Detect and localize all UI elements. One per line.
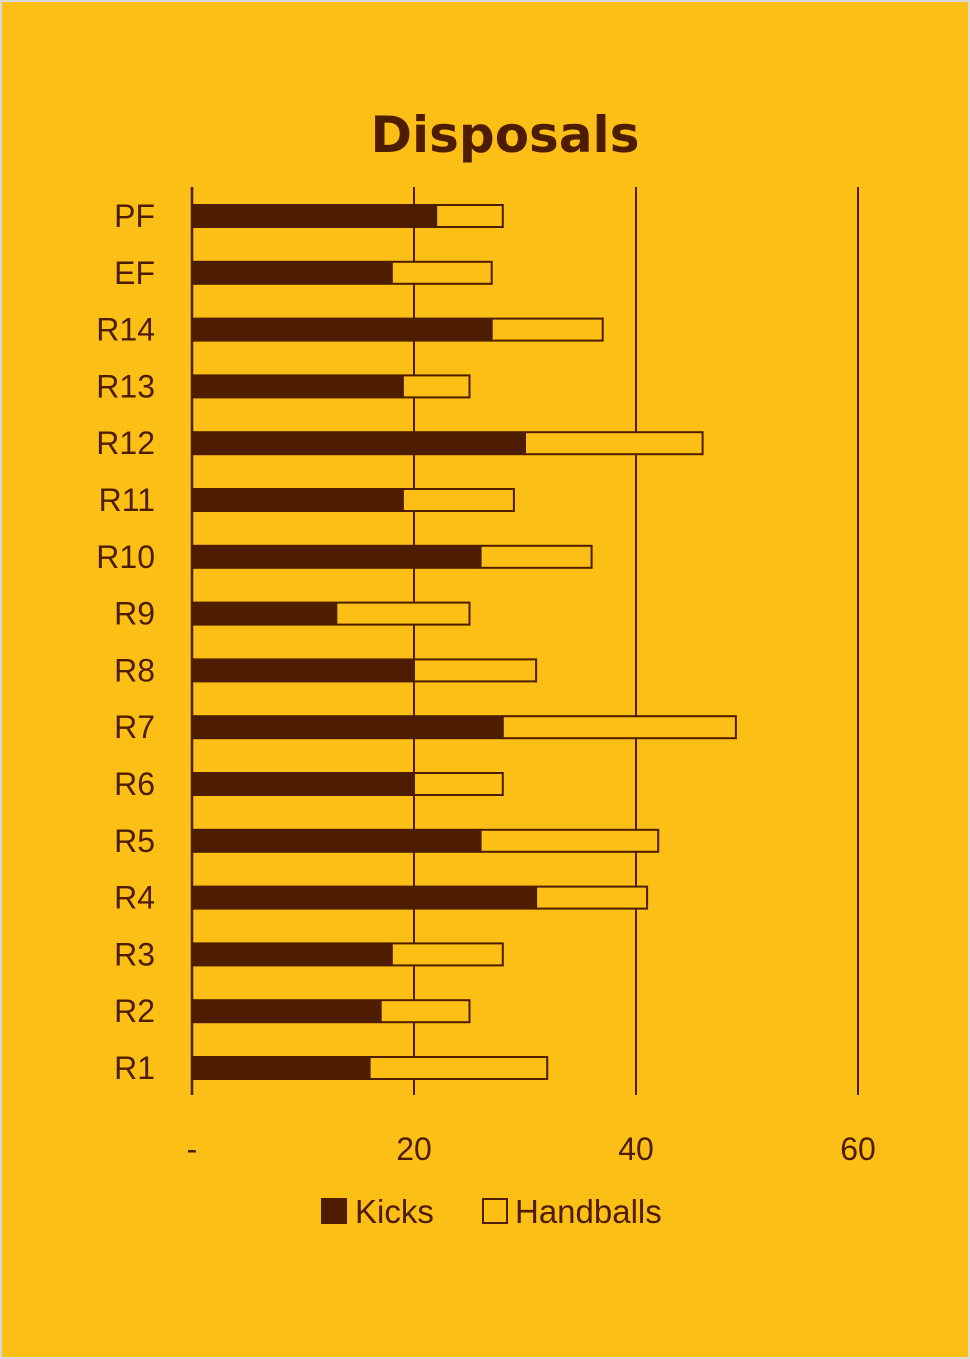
bar-handballs: [390, 260, 493, 285]
category-label: R2: [114, 993, 155, 1029]
category-label: R9: [114, 596, 155, 632]
bar-kicks: [192, 772, 414, 796]
bar-handballs: [524, 431, 704, 456]
x-tick-labels: - 20 40 60: [187, 1131, 876, 1167]
category-label: R1: [114, 1050, 155, 1086]
bar-handballs: [379, 999, 471, 1024]
bar-handballs: [479, 828, 660, 853]
bar-kicks: [192, 431, 525, 456]
bar-handballs: [501, 715, 737, 740]
bar-kicks: [192, 601, 337, 626]
bar-kicks: [192, 715, 503, 740]
bar-handballs: [401, 374, 471, 399]
category-label: R13: [96, 368, 155, 404]
category-label: R3: [114, 936, 155, 972]
x-tick-label: 60: [840, 1131, 876, 1167]
bar-handballs: [490, 317, 604, 342]
bar-kicks: [192, 828, 481, 853]
bar-handballs: [479, 544, 593, 569]
bar-kicks: [192, 999, 381, 1024]
category-label: PF: [114, 198, 155, 234]
bar-handballs: [413, 658, 538, 683]
category-labels: R1 R2 R3 R4 R5 R6 R7 R8 R9 R10 R11 R12 R13 R14 EF PF: [96, 198, 155, 1086]
category-label: R5: [114, 823, 155, 859]
bar-kicks: [192, 374, 403, 399]
legend-label: Kicks: [355, 1193, 434, 1230]
legend-label: Handballs: [515, 1193, 662, 1230]
bar-kicks: [192, 488, 403, 512]
category-label: EF: [114, 255, 155, 291]
legend-swatch: [321, 1198, 347, 1224]
chart-title: Disposals: [371, 106, 640, 164]
bar-handballs: [335, 601, 471, 626]
category-label: R4: [114, 880, 155, 916]
legend: Kicks Handballs: [321, 1193, 662, 1230]
category-label: R8: [114, 652, 155, 688]
category-label: R10: [96, 539, 155, 575]
x-tick-label: -: [187, 1131, 198, 1167]
bar-handballs: [401, 488, 515, 512]
category-label: R7: [114, 709, 155, 745]
x-tick-label: 20: [396, 1131, 432, 1167]
legend-swatch: [482, 1198, 508, 1224]
bar-kicks: [192, 658, 414, 683]
bar-kicks: [192, 204, 437, 228]
bar-handballs: [413, 772, 504, 796]
bar-kicks: [192, 317, 492, 342]
bar-kicks: [192, 885, 537, 910]
category-label: R14: [96, 312, 155, 348]
bar-kicks: [192, 1056, 370, 1080]
category-label: R12: [96, 425, 155, 461]
x-tick-label: 40: [618, 1131, 654, 1167]
bar-handballs: [435, 204, 504, 228]
category-label: R6: [114, 766, 155, 802]
bar-kicks: [192, 260, 392, 285]
bar-handballs: [390, 942, 504, 967]
bar-kicks: [192, 544, 481, 569]
category-label: R11: [99, 482, 155, 518]
bar-kicks: [192, 942, 392, 967]
bars: [192, 204, 737, 1080]
bar-handballs: [535, 885, 649, 910]
bar-handballs: [368, 1056, 549, 1080]
